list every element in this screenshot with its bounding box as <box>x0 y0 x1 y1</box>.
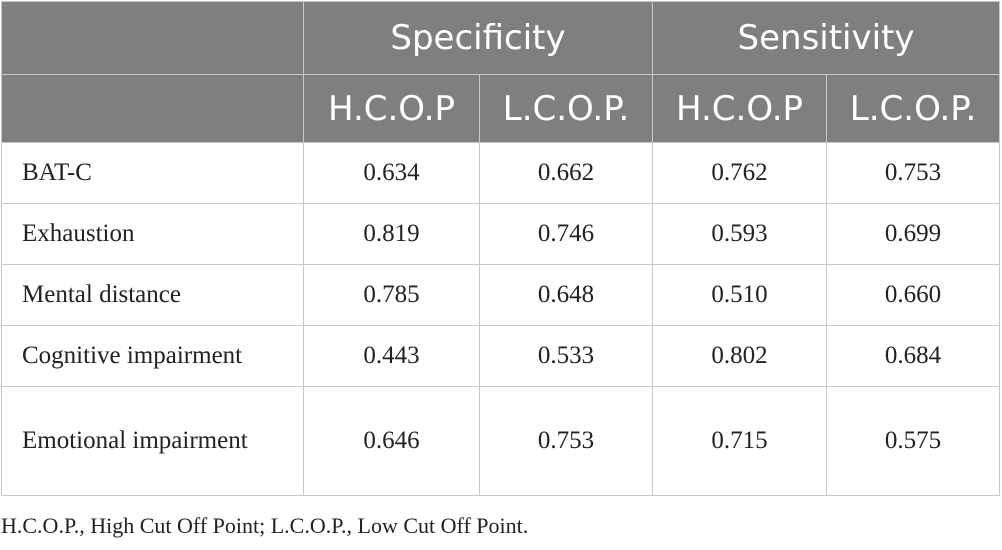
cell-value: 0.802 <box>652 325 828 387</box>
sensitivity-lcop-header: L.C.O.P. <box>826 74 1001 143</box>
cell-value: 0.762 <box>652 142 828 204</box>
table-row: Mental distance 0.785 0.648 0.510 0.660 <box>1 264 1001 326</box>
cell-value: 0.684 <box>826 325 1001 387</box>
table-row: BAT-C 0.634 0.662 0.762 0.753 <box>1 142 1001 204</box>
cell-value: 0.753 <box>826 142 1001 204</box>
row-label: Emotional impairment <box>1 386 304 496</box>
corner-subheader-cell <box>1 74 304 143</box>
cell-value: 0.819 <box>303 203 480 265</box>
cell-value: 0.662 <box>478 142 654 204</box>
results-table: Specificity Sensitivity H.C.O.P L.C.O.P.… <box>1 1 1001 496</box>
sensitivity-header: Sensitivity <box>652 1 1001 75</box>
table-row: Emotional impairment 0.646 0.753 0.715 0… <box>1 386 1001 496</box>
cell-value: 0.785 <box>303 264 480 326</box>
specificity-lcop-header: L.C.O.P. <box>478 74 654 143</box>
cell-value: 0.575 <box>826 386 1001 496</box>
sensitivity-hcop-header: H.C.O.P <box>652 74 828 143</box>
corner-header-cell <box>1 1 304 75</box>
table-row: Exhaustion 0.819 0.746 0.593 0.699 <box>1 203 1001 265</box>
cell-value: 0.533 <box>478 325 654 387</box>
table-footnote: H.C.O.P., High Cut Off Point; L.C.O.P., … <box>1 513 529 538</box>
specificity-header: Specificity <box>302 1 654 75</box>
cell-value: 0.593 <box>652 203 828 265</box>
cell-value: 0.443 <box>303 325 480 387</box>
row-label: Mental distance <box>1 264 304 326</box>
cell-value: 0.715 <box>652 386 828 496</box>
cell-value: 0.660 <box>826 264 1001 326</box>
cell-value: 0.510 <box>652 264 828 326</box>
table-row: Cognitive impairment 0.443 0.533 0.802 0… <box>1 325 1001 387</box>
row-label: BAT-C <box>1 142 304 204</box>
group-header-row: Specificity Sensitivity <box>1 1 1001 75</box>
cell-value: 0.746 <box>478 203 654 265</box>
sub-header-row: H.C.O.P L.C.O.P. H.C.O.P L.C.O.P. <box>1 74 1001 143</box>
row-label: Exhaustion <box>1 203 304 265</box>
cell-value: 0.634 <box>303 142 480 204</box>
cell-value: 0.648 <box>478 264 654 326</box>
specificity-hcop-header: H.C.O.P <box>303 74 480 143</box>
cell-value: 0.753 <box>478 386 654 496</box>
cell-value: 0.646 <box>303 386 480 496</box>
row-label: Cognitive impairment <box>1 325 304 387</box>
cell-value: 0.699 <box>826 203 1001 265</box>
